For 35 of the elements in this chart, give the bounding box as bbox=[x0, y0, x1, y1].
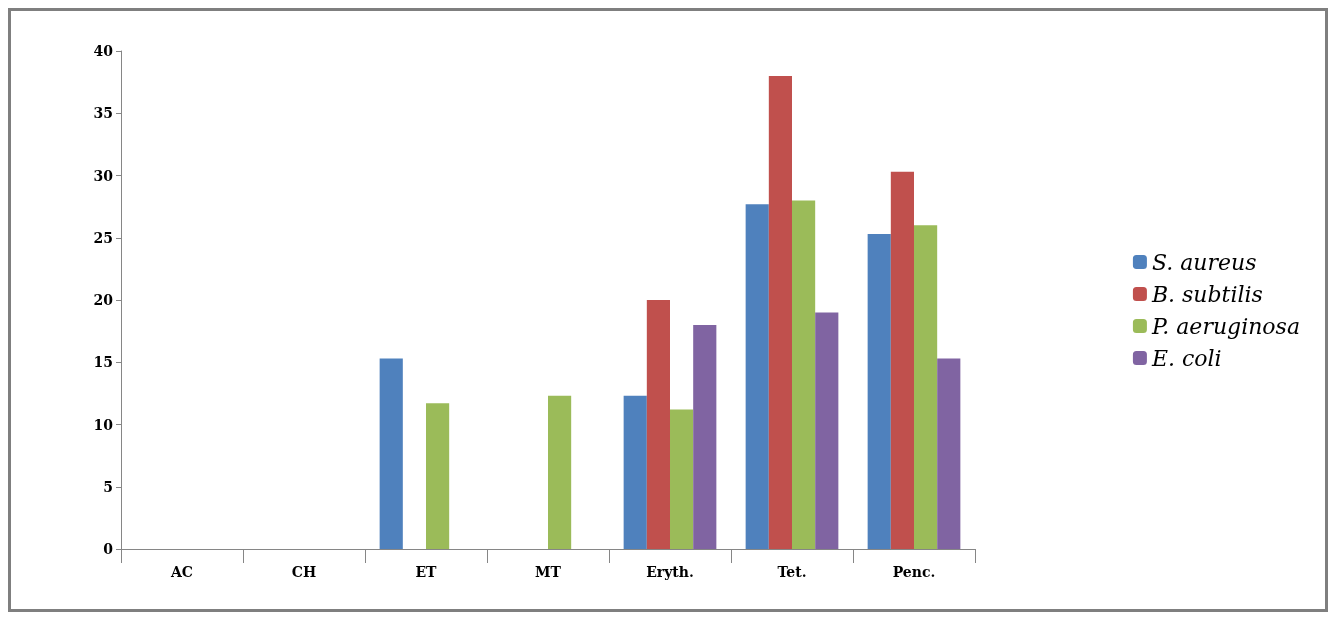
bar bbox=[623, 395, 647, 549]
x-tick-label: Tet. bbox=[777, 564, 807, 580]
y-tick-label: 5 bbox=[103, 478, 113, 495]
y-tick-label: 35 bbox=[93, 105, 113, 122]
bar bbox=[548, 395, 572, 549]
x-tick-label: CH bbox=[291, 564, 317, 580]
x-tick-label: AC bbox=[169, 564, 194, 580]
y-tick-label: 40 bbox=[93, 43, 114, 59]
bar bbox=[379, 358, 403, 549]
x-tick-label: ET bbox=[415, 564, 438, 580]
y-tick-label: 15 bbox=[93, 354, 113, 371]
y-tick-label: 0 bbox=[103, 541, 114, 557]
legend-label: P. aeruginosa bbox=[1150, 313, 1300, 339]
bar bbox=[693, 324, 717, 549]
bar bbox=[890, 171, 914, 549]
bar bbox=[646, 300, 670, 549]
legend-label: B. subtilis bbox=[1150, 281, 1263, 307]
legend-label: S. aureus bbox=[1151, 249, 1257, 275]
bar bbox=[914, 225, 938, 549]
bar bbox=[670, 409, 694, 549]
y-tick-label: 10 bbox=[93, 416, 114, 433]
bar bbox=[745, 204, 769, 549]
bar bbox=[815, 312, 839, 549]
bar bbox=[867, 234, 891, 549]
bar bbox=[426, 403, 450, 549]
x-tick-label: MT bbox=[535, 564, 562, 580]
y-tick-label: 25 bbox=[93, 229, 113, 246]
legend-label: E. coli bbox=[1150, 345, 1222, 371]
bar bbox=[937, 358, 961, 549]
y-tick-label: 30 bbox=[93, 167, 114, 184]
y-tick-label: 20 bbox=[93, 292, 114, 308]
x-tick-label: Eryth. bbox=[646, 564, 694, 580]
bar bbox=[768, 75, 792, 549]
x-tick-label: Penc. bbox=[892, 564, 936, 580]
bar bbox=[792, 200, 816, 549]
